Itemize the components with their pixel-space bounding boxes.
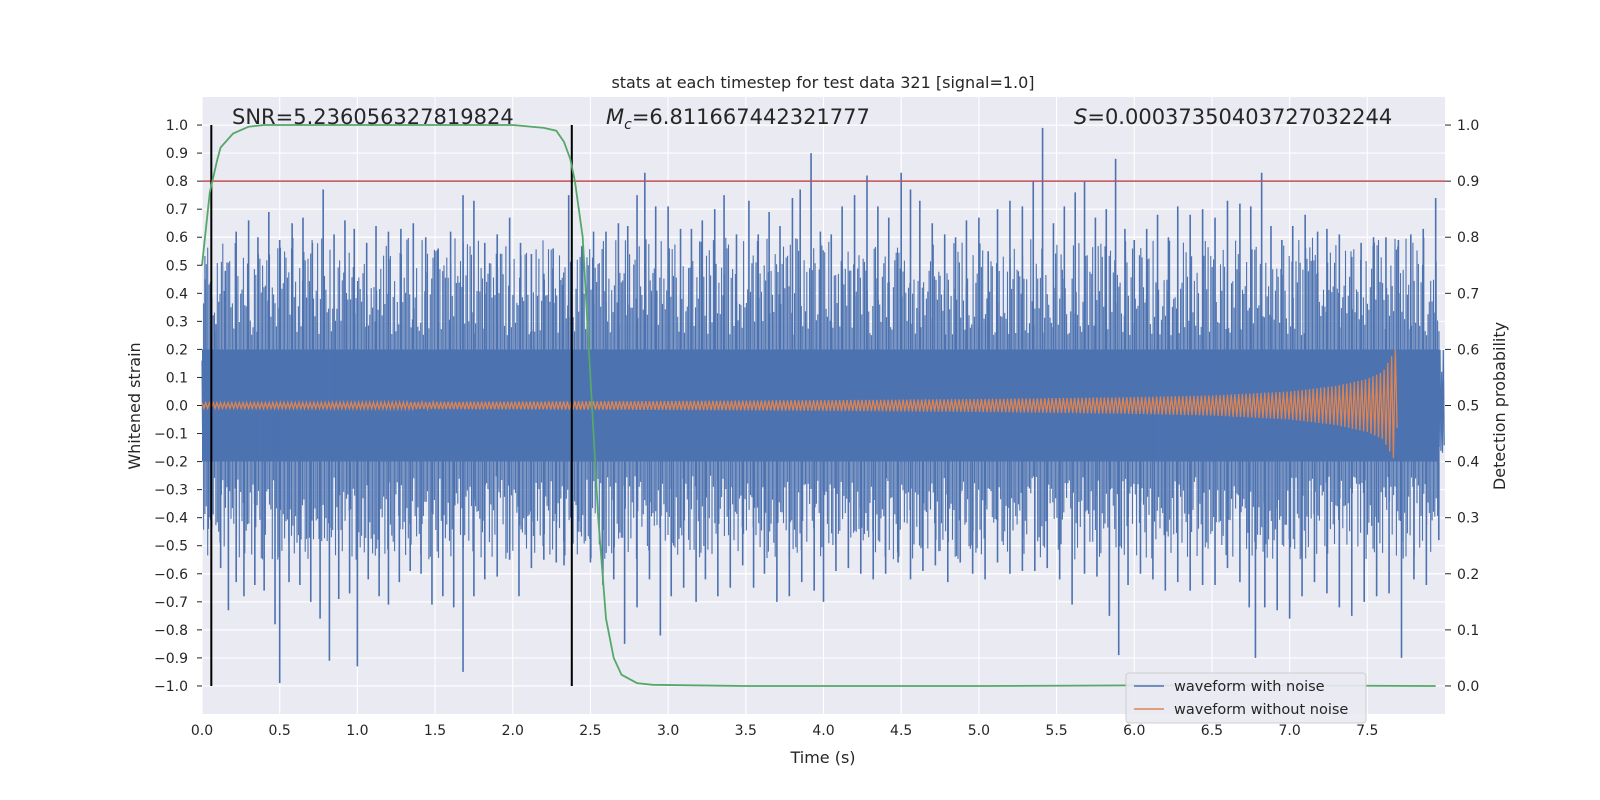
x-tick-label: 4.5 xyxy=(890,723,912,739)
y-axis-label-right: Detection probability xyxy=(1490,322,1509,490)
snr-annotation: SNR=5.236056327819824 xyxy=(232,105,514,129)
y-tick-label-right: 0.3 xyxy=(1457,511,1479,527)
legend-label-noise: waveform with noise xyxy=(1174,679,1325,695)
y-tick-label-left: 0.9 xyxy=(166,146,188,162)
x-tick-label: 7.5 xyxy=(1356,723,1378,739)
y-tick-label-right: 0.6 xyxy=(1457,342,1479,358)
y-tick-label-left: 0.5 xyxy=(166,258,188,274)
x-tick-label: 7.0 xyxy=(1278,723,1300,739)
series-waveform-with-noise-upper xyxy=(203,237,1440,406)
x-tick-label: 3.5 xyxy=(735,723,757,739)
x-tick-label: 1.5 xyxy=(424,723,446,739)
mc-subscript: c xyxy=(624,117,632,133)
y-tick-label-left: −0.9 xyxy=(154,651,188,667)
x-tick-label: 6.0 xyxy=(1123,723,1145,739)
x-tick-label: 4.0 xyxy=(812,723,834,739)
s-symbol: S xyxy=(1074,105,1087,129)
y-tick-label-left: −0.1 xyxy=(154,427,188,443)
y-tick-label-left: 0.0 xyxy=(166,399,188,415)
x-tick-label: 5.5 xyxy=(1045,723,1067,739)
legend: waveform with noise waveform without noi… xyxy=(1125,672,1367,724)
y-tick-label-right: 0.2 xyxy=(1457,567,1479,583)
y-tick-label-left: 0.8 xyxy=(166,174,188,190)
y-tick-label-left: 0.6 xyxy=(166,230,188,246)
y-tick-label-right: 0.5 xyxy=(1457,399,1479,415)
mc-annotation: Mc=6.811667442321777 xyxy=(606,105,870,133)
marks xyxy=(201,124,1445,687)
y-tick-label-left: −0.5 xyxy=(154,539,188,555)
y-tick-label-left: 0.2 xyxy=(166,342,188,358)
y-tick-label-left: −0.6 xyxy=(154,567,188,583)
y-tick-label-left: 0.4 xyxy=(166,286,188,302)
mc-value: =6.811667442321777 xyxy=(632,105,870,129)
legend-box xyxy=(1125,672,1367,724)
chart-title: stats at each timestep for test data 321… xyxy=(611,73,1034,92)
series-waveform-with-noise-lower xyxy=(203,405,1440,560)
s-annotation: S=0.00037350403727032244 xyxy=(1074,105,1392,129)
x-tick-label: 0.0 xyxy=(191,723,213,739)
y-tick-label-right: 0.9 xyxy=(1457,174,1479,190)
mc-symbol: M xyxy=(606,105,624,129)
y-tick-label-left: 0.7 xyxy=(166,202,188,218)
y-tick-label-right: 1.0 xyxy=(1457,118,1479,134)
y-tick-label-left: 0.1 xyxy=(166,370,188,386)
x-ticks: 0.0 0.5 1.0 1.5 2.0 2.5 3.0 3.5 4.0 4.5 5.0 5.5 6.0 6… xyxy=(191,723,1379,739)
y-tick-label-left: 0.3 xyxy=(166,314,188,330)
x-tick-label: 2.5 xyxy=(579,723,601,739)
x-tick-label: 1.0 xyxy=(346,723,368,739)
y-tick-label-left: 1.0 xyxy=(166,118,188,134)
x-tick-label: 6.5 xyxy=(1201,723,1223,739)
series-detection-probability xyxy=(201,124,1436,687)
legend-label-clean: waveform without noise xyxy=(1174,702,1348,718)
y-tick-label-right: 0.1 xyxy=(1457,623,1479,639)
x-tick-label: 3.0 xyxy=(657,723,679,739)
y-tick-label-left: −1.0 xyxy=(154,679,188,695)
x-axis-label: Time (s) xyxy=(789,748,855,767)
y-tick-label-right: 0.8 xyxy=(1457,230,1479,246)
y-tick-label-left: −0.8 xyxy=(154,623,188,639)
y-ticks-left: 1.0 0.9 0.8 0.7 0.6 0.5 0.4 0.3 0.2 0.1 0.0 −0.1 −0.… xyxy=(154,118,202,695)
y-tick-label-left: −0.4 xyxy=(154,511,188,527)
y-tick-label-left: −0.7 xyxy=(154,595,188,611)
y-tick-label-left: −0.2 xyxy=(154,455,188,471)
y-tick-label-right: 0.7 xyxy=(1457,286,1479,302)
x-tick-label: 5.0 xyxy=(968,723,990,739)
y-ticks-right: 1.0 0.9 0.8 0.7 0.6 0.5 0.4 0.3 0.2 0.1 0.0 xyxy=(1445,118,1479,695)
x-tick-label: 2.0 xyxy=(502,723,524,739)
y-tick-label-left: −0.3 xyxy=(154,483,188,499)
y-tick-label-right: 0.4 xyxy=(1457,455,1479,471)
y-axis-label-left: Whitened strain xyxy=(125,342,144,469)
y-tick-label-right: 0.0 xyxy=(1457,679,1479,695)
series-waveform-without-noise xyxy=(201,349,1398,459)
x-tick-label: 0.5 xyxy=(269,723,291,739)
s-value: =0.00037350403727032244 xyxy=(1087,105,1392,129)
